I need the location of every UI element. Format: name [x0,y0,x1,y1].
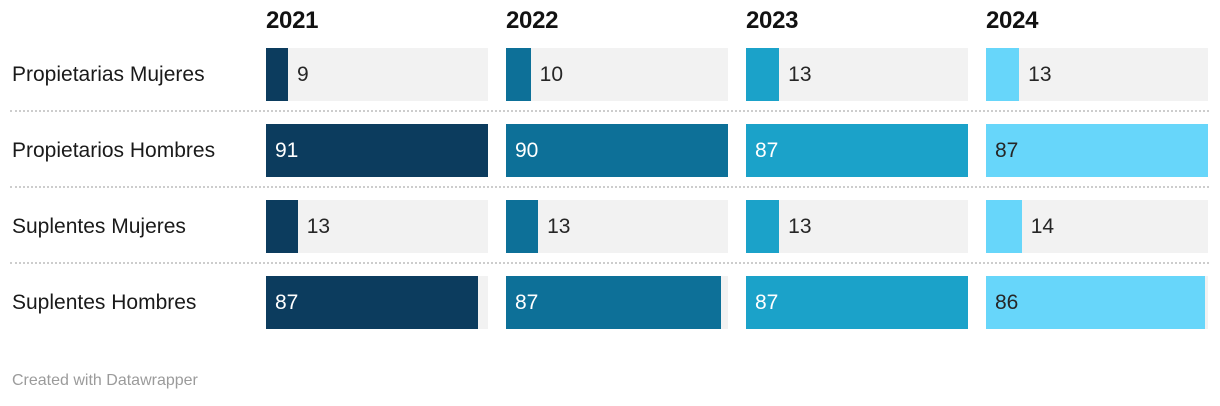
bar-value: 13 [547,214,571,238]
bar-track: 10 [506,48,728,101]
bar-track: 87 [746,124,968,177]
bar: 87 [986,124,1208,177]
bar-value: 91 [275,138,299,162]
bar-track: 91 [266,124,488,177]
bar-track: 14 [986,200,1208,253]
bar-value: 10 [539,62,564,86]
bar-value: 13 [1028,62,1052,86]
bar-track: 13 [506,200,728,253]
row-separator [10,101,1209,124]
bar: 90 [506,124,728,177]
bar-value: 9 [296,62,309,86]
bar-track: 9 [266,48,488,101]
bar-track: 86 [986,276,1208,329]
bar: 91 [266,124,488,177]
bar-value: 13 [306,214,331,238]
row-separator [10,177,1209,200]
bar-value: 13 [788,62,812,86]
bar-value: 87 [755,290,779,314]
bar: 86 [986,276,1206,329]
row-label: Propietarios Hombres [12,138,216,162]
row-label: Propietarias Mujeres [12,62,205,86]
column-header-2021: 2021 [266,7,319,34]
bar-value: 90 [515,138,539,162]
bar: 87 [746,276,968,329]
bar [266,48,288,101]
bar-track: 87 [506,276,728,329]
bar-value: 13 [788,214,812,238]
bar: 87 [746,124,968,177]
bar [986,48,1020,101]
bar-value: 87 [755,138,779,162]
bar-value: 87 [515,290,539,314]
bar [986,200,1022,253]
bar-value: 87 [995,138,1019,162]
bar: 87 [506,276,721,329]
bar [506,200,539,253]
bar-value: 87 [275,290,299,314]
bar-track: 13 [266,200,488,253]
header-spacer [12,0,248,48]
bar-track: 90 [506,124,728,177]
chart-grid: 2021 2022 2023 2024 Propietarias Mujeres 9 10 1… [10,0,1209,329]
column-header-2024: 2024 [986,7,1039,34]
bar [506,48,531,101]
bar-value: 14 [1030,214,1055,238]
row-label: Suplentes Mujeres [12,214,186,238]
bar [266,200,298,253]
bar-value: 86 [995,290,1019,314]
column-header-2023: 2023 [746,7,799,34]
bar-track: 87 [746,276,968,329]
row-separator [10,253,1209,276]
datawrapper-credit-link[interactable]: Created with Datawrapper [12,372,198,389]
bar-track: 87 [986,124,1208,177]
bar-track: 13 [986,48,1208,101]
bar-track: 87 [266,276,488,329]
bar-track: 13 [746,48,968,101]
bar: 87 [266,276,479,329]
bar-track: 13 [746,200,968,253]
column-header-2022: 2022 [506,7,559,34]
row-label: Suplentes Hombres [12,290,197,314]
bar [746,48,780,101]
bar [746,200,780,253]
